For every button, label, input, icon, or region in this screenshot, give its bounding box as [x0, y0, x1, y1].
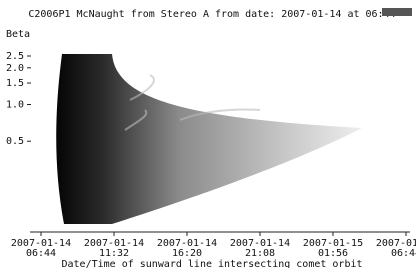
- x-tick-time: 01:56: [318, 248, 348, 259]
- x-tick-time: 06:44: [26, 248, 56, 259]
- y-tick-label: 1.0: [6, 100, 24, 111]
- x-tick-time: 11:32: [99, 248, 129, 259]
- comet-image: [56, 54, 362, 224]
- logo-badge: [382, 8, 412, 16]
- y-tick-label: 2.0: [6, 63, 24, 74]
- x-tick-time: 21:08: [245, 248, 275, 259]
- y-tick-label: 1.5: [6, 78, 24, 89]
- y-axis-label: Beta: [6, 29, 30, 40]
- chart: C2006P1 McNaught from Stereo A from date…: [0, 0, 416, 268]
- y-tick-label: 2.5: [6, 51, 24, 62]
- x-tick-time: 06:44: [391, 248, 416, 259]
- x-tick-time: 16:20: [172, 248, 202, 259]
- chart-title: C2006P1 McNaught from Stereo A from date…: [28, 9, 395, 20]
- x-axis-label: Date/Time of sunward line intersecting c…: [61, 259, 362, 268]
- y-tick-label: 0.5: [6, 136, 24, 147]
